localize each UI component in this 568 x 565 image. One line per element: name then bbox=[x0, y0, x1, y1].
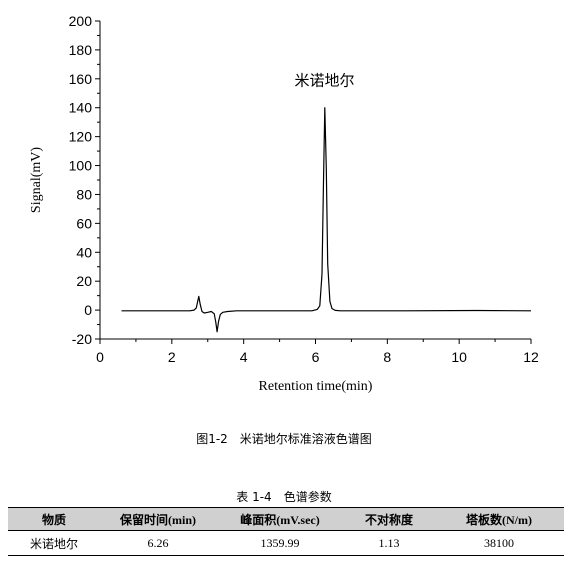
cell-substance: 米诺地尔 bbox=[8, 530, 100, 556]
x-tick-label: 10 bbox=[451, 349, 467, 365]
table-title: 表 1-4 色谱参数 bbox=[236, 490, 332, 504]
peak-annotation: 米诺地尔 bbox=[294, 72, 354, 90]
header-peak-area: 峰面积(mV.sec) bbox=[216, 507, 344, 531]
y-tick-label: 0 bbox=[84, 302, 92, 318]
chart-series bbox=[121, 107, 532, 333]
chromatogram-trace bbox=[121, 107, 532, 333]
y-tick-label: 60 bbox=[76, 215, 92, 231]
cell-retention-time: 6.26 bbox=[100, 530, 216, 556]
x-axis-label: Retention time(min) bbox=[259, 379, 373, 394]
y-axis-label: Signal(mV) bbox=[29, 147, 44, 213]
y-tick-label: 120 bbox=[69, 129, 93, 145]
y-tick-label: 40 bbox=[76, 244, 92, 260]
x-tick-label: 4 bbox=[240, 349, 248, 365]
cell-plate-count: 38100 bbox=[434, 530, 564, 556]
y-tick-label: 180 bbox=[69, 42, 93, 58]
header-substance: 物质 bbox=[8, 507, 100, 531]
x-tick-label: 6 bbox=[312, 349, 320, 365]
y-tick-label: 160 bbox=[69, 71, 93, 87]
x-tick-label: 0 bbox=[96, 349, 104, 365]
y-tick-label: 20 bbox=[76, 273, 92, 289]
chromatography-parameters-table: 物质 保留时间(min) 峰面积(mV.sec) 不对称度 塔板数(N/m) 米… bbox=[8, 507, 564, 556]
y-tick-label: 200 bbox=[69, 13, 93, 29]
chart-axes bbox=[99, 21, 531, 340]
y-tick-label: -20 bbox=[72, 331, 92, 347]
cell-asymmetry: 1.13 bbox=[344, 530, 434, 556]
header-asymmetry: 不对称度 bbox=[344, 507, 434, 531]
figure-caption: 图1-2 米诺地尔标准溶液色谱图 bbox=[196, 432, 372, 446]
y-tick-label: 140 bbox=[69, 100, 93, 116]
y-tick-label: 100 bbox=[69, 158, 93, 174]
cell-peak-area: 1359.99 bbox=[216, 530, 344, 556]
header-plate-count: 塔板数(N/m) bbox=[434, 507, 564, 531]
table-row: 米诺地尔 6.26 1359.99 1.13 38100 bbox=[8, 530, 564, 556]
y-tick-label: 80 bbox=[76, 186, 92, 202]
table-header-row: 物质 保留时间(min) 峰面积(mV.sec) 不对称度 塔板数(N/m) bbox=[8, 507, 564, 531]
x-tick-label: 12 bbox=[523, 349, 539, 365]
x-tick-label: 8 bbox=[383, 349, 391, 365]
header-retention-time: 保留时间(min) bbox=[100, 507, 216, 531]
x-tick-label: 2 bbox=[168, 349, 176, 365]
